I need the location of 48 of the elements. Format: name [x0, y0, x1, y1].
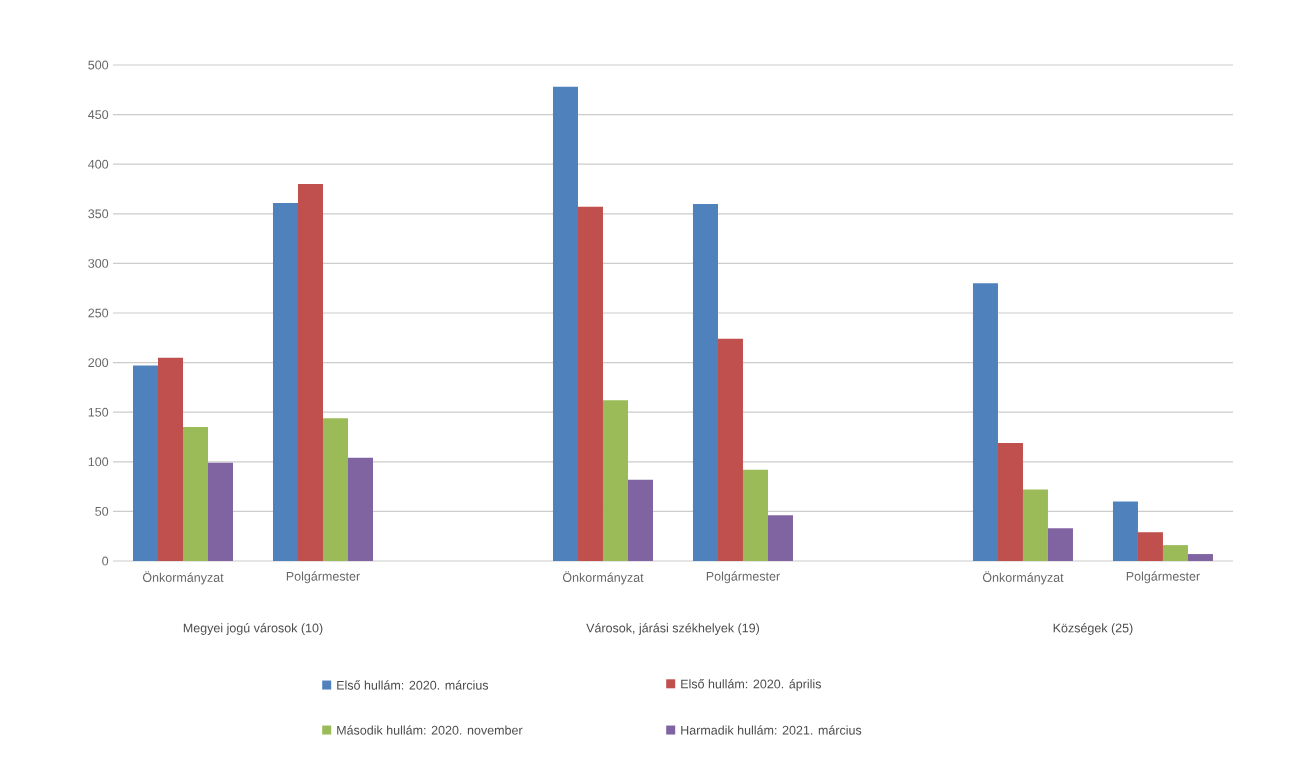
bar — [972, 283, 998, 561]
text: Községek (25) — [1053, 623, 1133, 635]
y-tick-label: 0 — [102, 556, 109, 566]
legend-label: Első hullám: 2020. április — [681, 679, 821, 691]
y-tick-label: 150 — [88, 407, 109, 417]
y-tick-label: 200 — [88, 358, 109, 368]
x-tick-label: Polgármester — [706, 571, 780, 584]
bar — [133, 365, 158, 561]
legend-label: Első hullám: 2020. március — [337, 680, 489, 690]
bar — [717, 338, 743, 561]
bar — [297, 184, 323, 561]
bar — [1022, 489, 1048, 561]
bar — [183, 427, 208, 561]
text: Megyei jogú városok (10) — [183, 623, 323, 635]
x-tick-label: Polgármester — [1126, 571, 1200, 584]
bar — [627, 479, 653, 561]
bar — [347, 457, 373, 561]
legend-label: Második hullám: 2020. november — [337, 725, 523, 735]
bar — [602, 400, 628, 561]
bar — [767, 515, 793, 561]
bar — [1047, 528, 1073, 561]
y-tick-label: 50 — [95, 506, 109, 516]
y-tick-label: 300 — [88, 258, 109, 268]
bar — [208, 462, 233, 561]
x-tick-label: Önkormányzat — [562, 571, 644, 585]
bar — [1137, 532, 1163, 561]
bar — [1162, 545, 1188, 561]
bar — [1187, 554, 1213, 561]
text: Városok, járási székhelyek (19) — [586, 623, 760, 635]
bar — [577, 206, 603, 561]
x-tick-label: Önkormányzat — [142, 571, 224, 585]
y-tick-label: 400 — [88, 159, 109, 169]
bar — [1112, 501, 1138, 561]
bar — [742, 469, 768, 561]
x-tick-label: Önkormányzat — [982, 571, 1064, 585]
y-tick-label: 450 — [88, 110, 109, 120]
bar — [158, 357, 183, 561]
y-tick-label: 250 — [88, 308, 109, 318]
legend-label: Harmadik hullám: 2021. március — [681, 725, 862, 735]
bar — [322, 418, 348, 561]
bar — [997, 442, 1023, 561]
y-tick-label: 100 — [88, 457, 109, 467]
bar — [272, 202, 298, 561]
x-tick-label: Polgármester — [286, 571, 360, 584]
bar — [692, 203, 718, 561]
y-tick-label: 350 — [88, 209, 109, 219]
y-tick-label: 500 — [88, 60, 109, 70]
bar — [552, 86, 578, 561]
